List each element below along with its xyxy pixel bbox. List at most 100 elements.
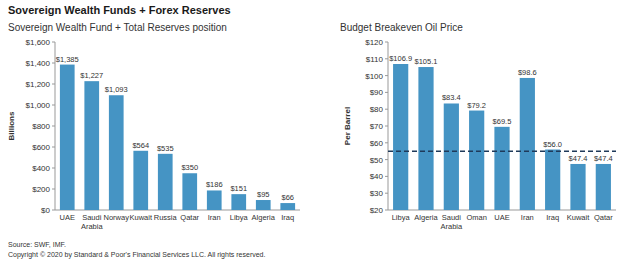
x-tick-label-line: Saudi [82,213,102,222]
y-tick-label: $30 [370,189,384,198]
x-tick-label-line: Kuwait [129,213,152,222]
bar [231,194,246,210]
data-label: $47.4 [594,154,613,163]
data-label: $98.6 [518,68,537,77]
x-tick-label-line: Libya [392,213,411,222]
y-tick-label: $400 [32,164,50,173]
x-tick-label-line: Arabia [440,222,463,231]
x-tick-label-line: Qatar [594,213,613,222]
y-axis-label: Per Barrel [343,107,352,145]
x-tick-label: Iran [208,213,221,222]
x-tick-label: Russia [154,213,178,222]
y-tick-label: $600 [32,143,50,152]
bar [207,190,222,210]
data-label: $69.5 [493,117,512,126]
y-tick-label: $110 [366,55,384,64]
data-label: $79.2 [467,101,486,110]
bar [494,127,509,210]
y-tick-label: $200 [32,185,50,194]
x-tick-label: Kuwait [129,213,152,222]
y-tick-label: $1,000 [26,101,51,110]
x-tick-label-line: Algeria [414,213,438,222]
bar [418,67,433,210]
x-tick-label-line: UAE [494,213,509,222]
y-tick-label: $90 [370,88,384,97]
bar [133,151,148,210]
data-label: $56.0 [543,140,562,149]
background [0,0,630,265]
data-label: $1,093 [105,85,128,94]
data-label: $350 [181,163,198,172]
x-tick-label-line: Libya [230,213,249,222]
data-label: $564 [132,141,149,150]
x-tick-label: Qatar [180,213,199,222]
x-tick-label: Algeria [252,213,276,222]
x-tick-label: Iraq [546,213,559,222]
x-tick-label-line: Qatar [180,213,199,222]
y-axis [55,42,56,210]
x-tick-label: Oman [466,213,486,222]
y-tick-label: $70 [370,122,384,131]
bar [60,65,75,210]
copyright: Copyright © 2020 by Standard & Poor's Fi… [8,251,266,259]
data-label: $106.9 [389,54,412,63]
x-tick-label-line: Saudi [442,213,462,222]
y-tick-label: $40 [370,172,384,181]
y-tick-label: $20 [370,206,384,215]
x-tick-label-line: Oman [466,213,486,222]
x-tick-label: Libya [392,213,411,222]
bar [469,111,484,210]
x-tick-label-line: UAE [60,213,75,222]
y-tick-label: $800 [32,122,50,131]
data-label: $66 [281,193,294,202]
y-tick-label: $50 [370,156,384,165]
data-label: $535 [157,144,174,153]
bar [182,173,197,210]
reference-line [388,150,616,152]
data-label: $105.1 [415,57,438,66]
bar [444,103,459,210]
y-tick-label: $0 [41,206,50,215]
x-tick-label-line: Arabia [81,222,104,231]
chart-title: Sovereign Wealth Fund + Total Reserves p… [8,22,227,33]
bar [570,164,585,210]
bar [596,164,611,210]
bar [109,95,124,210]
data-label: $1,227 [80,71,103,80]
page: Sovereign Wealth Funds + Forex ReservesS… [0,0,630,265]
data-label: $95 [257,190,270,199]
x-tick-label: Iraq [281,213,294,222]
y-tick-label: $1,400 [26,59,51,68]
chart-title: Budget Breakeven Oil Price [340,22,463,33]
x-tick-label-line: Iraq [546,213,559,222]
x-tick-label: UAE [494,213,509,222]
x-tick-label-line: Russia [154,213,178,222]
x-tick-label-line: Norway [104,213,130,222]
x-tick-label-line: Iran [521,213,534,222]
chart: Sovereign Wealth Fund + Total Reserves p… [7,22,300,231]
source: Source: SWF, IMF. [8,241,66,248]
chart: Budget Breakeven Oil Price Per Barrel $20 $… [340,22,616,231]
x-tick-label: SaudiArabia [81,213,104,231]
data-label: $47.4 [569,154,588,163]
x-tick-label-line: Algeria [252,213,276,222]
bar [256,200,271,210]
y-tick-label: $1,600 [26,38,51,47]
x-tick-label: UAE [60,213,75,222]
y-tick-label: $80 [370,105,384,114]
data-label: $1,385 [56,55,79,64]
data-label: $151 [230,184,247,193]
y-tick-label: $100 [365,72,383,81]
bar [520,78,535,210]
bar [158,154,173,210]
x-tick-label: Norway [104,213,130,222]
x-tick-label: SaudiArabia [440,213,463,231]
bar [280,203,295,210]
bar [84,81,99,210]
x-tick-label: Kuwait [567,213,590,222]
bar [393,64,408,210]
x-tick-label: Algeria [414,213,438,222]
plot-area [388,64,616,210]
y-axis [388,42,389,210]
data-label: $186 [206,180,223,189]
